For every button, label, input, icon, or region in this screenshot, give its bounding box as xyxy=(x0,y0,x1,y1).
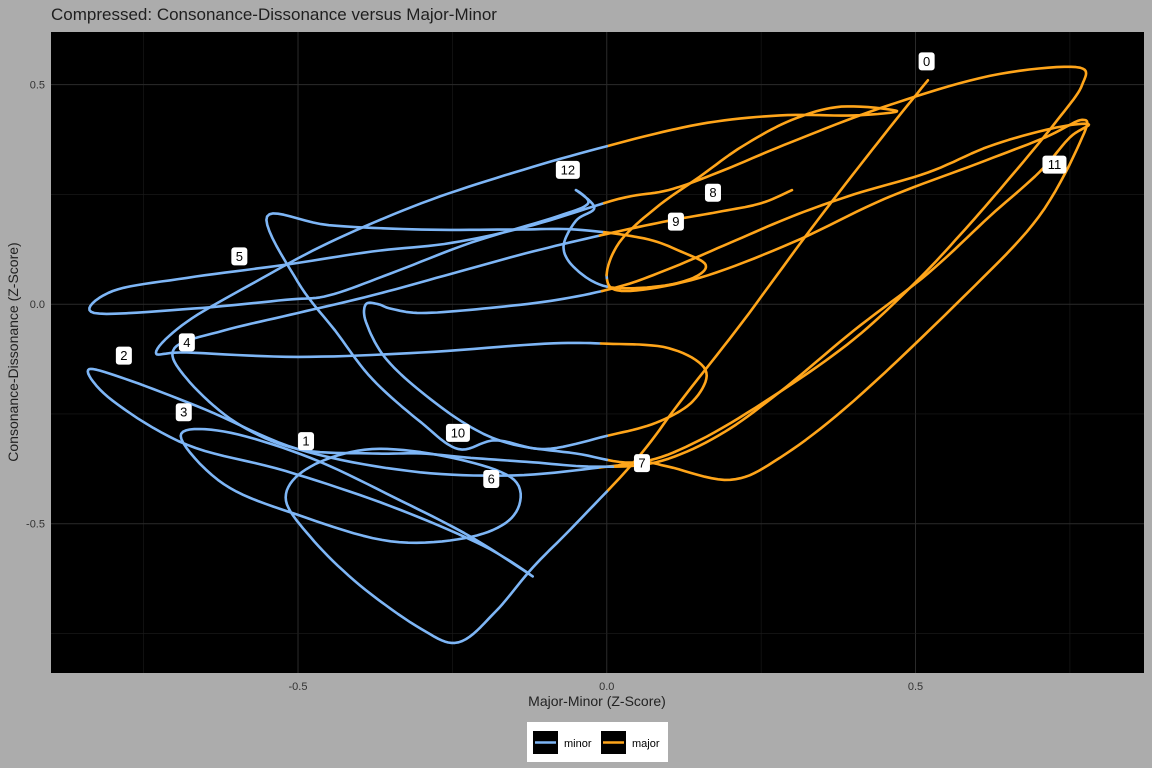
point-label-box xyxy=(445,423,470,442)
point-label-box xyxy=(918,52,935,71)
point-label: 8 xyxy=(704,183,721,202)
point-label-text: 0 xyxy=(923,54,930,69)
point-label-text: 9 xyxy=(672,214,679,229)
point-label-text: 1 xyxy=(302,434,309,449)
point-label: 12 xyxy=(555,160,580,179)
point-label-text: 8 xyxy=(709,185,716,200)
point-label: 3 xyxy=(175,403,192,422)
point-label-text: 4 xyxy=(183,335,190,350)
point-label: 0 xyxy=(918,52,935,71)
minor-series-line xyxy=(88,188,609,316)
minor-series-line xyxy=(265,212,609,451)
x-tick-label: -0.5 xyxy=(289,681,308,693)
plot-panel xyxy=(51,32,1144,673)
legend: minor major xyxy=(527,722,668,762)
point-label-text: 2 xyxy=(120,348,127,363)
point-label-text: 7 xyxy=(638,456,645,471)
point-label-box xyxy=(178,333,195,352)
minor-series-line xyxy=(171,234,615,468)
y-tick-label: -0.5 xyxy=(26,519,45,531)
point-label: 10 xyxy=(445,423,470,442)
point-label: 1 xyxy=(298,432,315,451)
legend-label-major: major xyxy=(632,738,660,750)
y-tick-label: 0.0 xyxy=(30,299,45,311)
point-label-box xyxy=(298,432,315,451)
point-label-text: 3 xyxy=(180,405,187,420)
point-label-box xyxy=(667,212,684,231)
point-label: 4 xyxy=(178,333,195,352)
major-series-line xyxy=(602,230,708,290)
point-label-text: 11 xyxy=(1048,157,1062,172)
point-label-box xyxy=(483,469,500,488)
trajectory-lines xyxy=(86,65,1091,645)
major-series-line xyxy=(599,342,708,438)
major-series-line xyxy=(605,105,899,277)
y-tick-label: 0.5 xyxy=(30,80,45,92)
point-label-box xyxy=(231,247,248,266)
point-label-text: 5 xyxy=(236,249,243,264)
point-label-box xyxy=(1042,155,1067,174)
point-label-box xyxy=(555,160,580,179)
y-axis-title: Consonance-Dissonance (Z-Score) xyxy=(5,242,21,461)
point-label-box xyxy=(704,183,721,202)
chart-title: Compressed: Consonance-Dissonance versus… xyxy=(51,5,497,24)
legend-label-minor: minor xyxy=(564,738,592,750)
major-series-line xyxy=(598,188,794,237)
point-label: 9 xyxy=(667,212,684,231)
x-tick-label: 0.0 xyxy=(599,681,614,693)
point-label-text: 12 xyxy=(561,162,575,177)
minor-series-line xyxy=(154,144,609,359)
point-label-box xyxy=(633,454,650,473)
point-label-box xyxy=(115,346,132,365)
minor-series-line xyxy=(362,289,609,462)
point-label: 5 xyxy=(231,247,248,266)
point-label-box xyxy=(175,403,192,422)
x-tick-label: 0.5 xyxy=(908,681,923,693)
point-label-text: 10 xyxy=(451,425,465,440)
point-label: 6 xyxy=(483,469,500,488)
axis-ticks: -0.5 0.0 0.5 -0.5 0.0 0.5 xyxy=(26,80,923,693)
point-label: 2 xyxy=(115,346,132,365)
major-series-line xyxy=(598,118,1089,482)
x-axis-title: Major-Minor (Z-Score) xyxy=(528,693,666,709)
minor-series-line xyxy=(86,367,609,645)
point-label: 11 xyxy=(1042,155,1067,174)
major-series-line xyxy=(600,122,1091,468)
major-series-line xyxy=(605,79,930,493)
point-label-text: 6 xyxy=(488,471,495,486)
point-label: 7 xyxy=(633,454,650,473)
